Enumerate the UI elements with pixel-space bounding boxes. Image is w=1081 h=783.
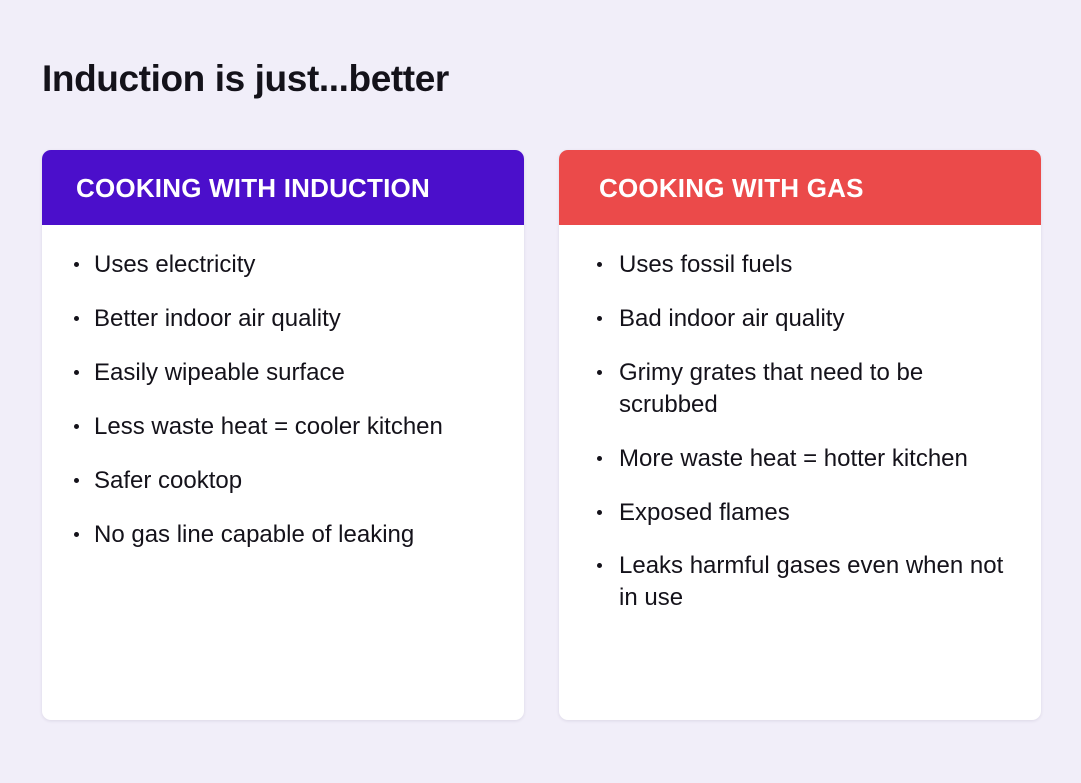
card-body-gas: Uses fossil fuels Bad indoor air quality… [559, 225, 1041, 720]
list-item: More waste heat = hotter kitchen [595, 443, 1017, 475]
list-item: Less waste heat = cooler kitchen [72, 411, 494, 443]
list-item: Bad indoor air quality [595, 303, 1017, 335]
list-item: Uses fossil fuels [595, 249, 1017, 281]
list-item: Better indoor air quality [72, 303, 494, 335]
list-item: Leaks harmful gases even when not in use [595, 550, 1017, 614]
list-item: Grimy grates that need to be scrubbed [595, 357, 1017, 421]
induction-benefits-list: Uses electricity Better indoor air quali… [72, 249, 494, 550]
card-header-title-gas: COOKING WITH GAS [599, 172, 864, 203]
card-header-induction: COOKING WITH INDUCTION [42, 150, 524, 225]
card-cooking-with-gas: COOKING WITH GAS Uses fossil fuels Bad i… [559, 150, 1041, 720]
page-title: Induction is just...better [42, 58, 449, 99]
list-item: Uses electricity [72, 249, 494, 281]
list-item: Exposed flames [595, 497, 1017, 529]
list-item: Safer cooktop [72, 465, 494, 497]
list-item: Easily wipeable surface [72, 357, 494, 389]
card-header-gas: COOKING WITH GAS [559, 150, 1041, 225]
list-item: No gas line capable of leaking [72, 519, 494, 551]
comparison-cards-container: COOKING WITH INDUCTION Uses electricity … [42, 150, 1041, 720]
card-body-induction: Uses electricity Better indoor air quali… [42, 225, 524, 720]
card-cooking-with-induction: COOKING WITH INDUCTION Uses electricity … [42, 150, 524, 720]
card-header-title-induction: COOKING WITH INDUCTION [76, 172, 430, 203]
gas-drawbacks-list: Uses fossil fuels Bad indoor air quality… [595, 249, 1017, 614]
